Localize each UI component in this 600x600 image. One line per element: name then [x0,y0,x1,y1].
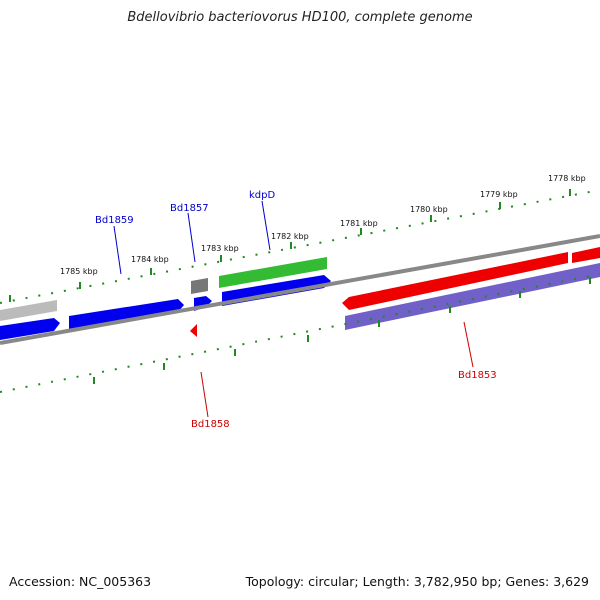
reverse-feature-bd1853[interactable] [345,263,600,330]
red-feature-right[interactable] [572,247,600,263]
scale-label: 1785 kbp [60,267,98,276]
gene-labels: Bd1859 Bd1857 kdpD Bd1858 Bd1853 [95,190,497,430]
kdpd-feature[interactable] [219,257,327,288]
map-title: Bdellovibrio bacteriovorus HD100, comple… [127,10,473,25]
scale-label: 1784 kbp [131,255,169,264]
scale-label: 1781 kbp [340,219,378,228]
scale-labels: 1785 kbp 1784 kbp 1783 kbp 1782 kbp 1781… [60,174,586,276]
scale-label: 1782 kbp [271,232,309,241]
scale-label: 1779 kbp [480,190,518,199]
topology-label: Topology: circular; Length: 3,782,950 bp… [245,574,589,589]
scale-label: 1778 kbp [548,174,586,183]
reverse-cds-bd1858[interactable] [190,324,197,337]
outer-tick-ring [0,189,600,304]
gene-label-kdpd[interactable]: kdpD [249,190,275,201]
grey-feature-small[interactable] [191,278,208,294]
gene-label-bd1859[interactable]: Bd1859 [95,215,134,226]
forward-cds[interactable] [0,318,60,340]
grey-feature[interactable] [0,300,57,321]
gene-label-bd1858[interactable]: Bd1858 [191,419,230,430]
label-leaders [113,200,474,418]
reverse-cds-large[interactable] [342,252,568,310]
accession-label: Accession: NC_005363 [9,574,152,589]
scale-label: 1783 kbp [201,244,239,253]
reverse-track [190,252,600,337]
inner-tick-ring [0,273,600,393]
gene-label-bd1853[interactable]: Bd1853 [458,370,497,381]
genome-backbone [0,234,600,345]
forward-cds-bd1859[interactable] [69,299,184,330]
forward-track-outer [0,247,600,321]
scale-label: 1780 kbp [410,205,448,214]
gene-label-bd1857[interactable]: Bd1857 [170,203,209,214]
